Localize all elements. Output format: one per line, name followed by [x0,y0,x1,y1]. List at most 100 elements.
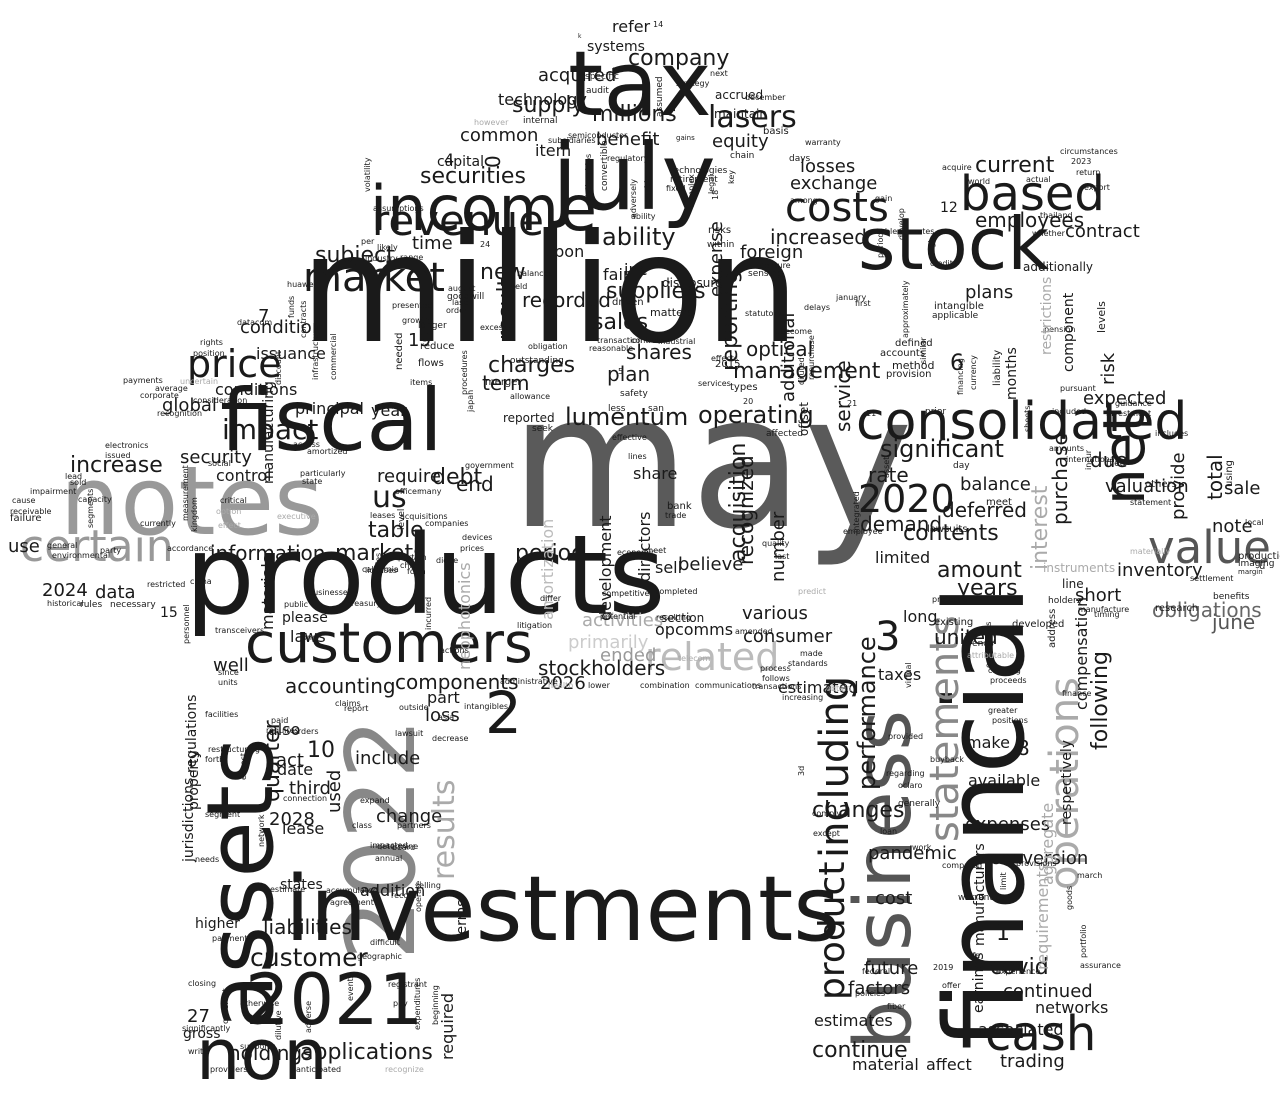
word-march: march [1077,871,1103,880]
word-year: year [371,401,407,420]
word-instruments: instruments [1043,561,1116,575]
word-option: option [216,507,242,516]
word-decrease: decrease [432,734,469,743]
word-become: become [780,327,813,336]
word-registrant: registrant [388,980,428,989]
word-expected: expected [1083,388,1167,409]
word-able: able [880,227,898,236]
word-21: 21 [847,399,858,408]
word-policies: policies [855,989,886,998]
word-among: among [790,196,818,205]
word-employees: employees [975,208,1085,232]
word-treasury: treasury [348,599,382,608]
word-others: others [1145,479,1177,490]
word-forth: forth [205,755,225,764]
word-amounts: amounts [1049,444,1085,453]
word-similar: similar [919,337,928,364]
word-trends: trends [965,639,994,649]
word-high: high [927,237,936,255]
word-2015: 2015 [715,359,741,370]
word-completed: completed [655,587,698,596]
word-impacted: impacted [370,841,408,850]
word-transceivers: transceivers [215,626,265,635]
word-party: party [100,546,122,555]
word-legal: legal [707,174,716,194]
word-combination: combination [640,681,690,690]
word-recorded: recorded [522,288,611,312]
word-2019: 2019 [933,963,954,972]
word-conversion: conversion [990,848,1089,869]
word-annual: annual [375,854,403,863]
word-adversely: adversely [629,179,638,218]
word-2023: 2023 [1071,157,1092,166]
word-international: international [1066,455,1117,464]
word-support: support [240,1042,271,1051]
word-long: long [903,607,938,626]
word-affect: affect [926,1055,972,1074]
word-2026: 2026 [540,673,586,694]
word-july: july [552,124,716,231]
word-diode: diode [436,556,459,565]
word-manufacturing: manufacturing [261,381,277,484]
word-price: price [187,342,282,386]
word-social: social [208,459,231,468]
word-incurred: incurred [424,596,433,630]
word-companies: companies [425,519,469,528]
word-networks: networks [1035,998,1109,1017]
word-lease: lease [282,819,325,838]
word-change: change [376,806,443,827]
word-customers: customers [245,611,533,675]
word-6: 6 [950,351,964,376]
word-amortized: amortized [307,447,348,456]
word-assumed: assumed [655,76,665,117]
word-experience: experience [996,967,1041,976]
word-sheet: sheet [644,546,667,555]
word-liability: liability [992,349,1003,386]
word-geographic: geographic [357,952,402,961]
word-sheets: sheets [1023,405,1032,432]
word-follows: follows [762,674,790,683]
word-contract: contract [1065,221,1140,242]
word-cause: cause [12,496,36,505]
word-9: 9 [775,324,787,345]
word-address: address [1047,608,1058,648]
word-provided: provided [888,732,924,741]
word-information: information [210,541,326,565]
word-flows: flows [418,358,444,369]
word-operate: operate [414,880,423,912]
word-third: third [289,778,331,799]
word-addition: addition [360,881,426,900]
word-note: note [1212,516,1253,537]
word-current: current [975,153,1055,178]
word-dilutive: dilutive [274,1010,283,1040]
word-total: total [1203,454,1227,500]
word-may: may [510,354,914,570]
word-closing: closing [188,979,217,988]
word-periods: periods [876,228,885,258]
word-revenue: revenue [372,196,544,245]
word-communications: communications [695,681,762,690]
word-intangibles: intangibles [464,702,509,711]
word-coherent: coherent [221,988,230,1024]
word-officer: officer [395,487,421,496]
word-demand: demand [860,512,943,536]
word-based: based [960,166,1105,222]
word-contracts: contracts [299,300,308,338]
word-positions: positions [992,716,1028,725]
word-competitive: competitive [602,589,650,598]
word-used: used [324,769,345,813]
word-necessary: necessary [110,600,156,610]
word-lower: lower [588,681,610,690]
word-2: 2 [485,679,522,747]
word-materially: materially [1130,547,1171,556]
word-amount: amount [937,558,1022,583]
word-reduce: reduce [420,341,455,352]
word-delays: delays [804,303,831,312]
word-charges: charges [488,353,576,378]
word-estimated: estimated [778,678,859,697]
word-years: years [957,576,1018,601]
word-effective: effective [612,433,647,442]
word-operating: operating [698,401,814,429]
word-14: 14 [653,20,664,29]
word-rates: rates [914,227,935,236]
